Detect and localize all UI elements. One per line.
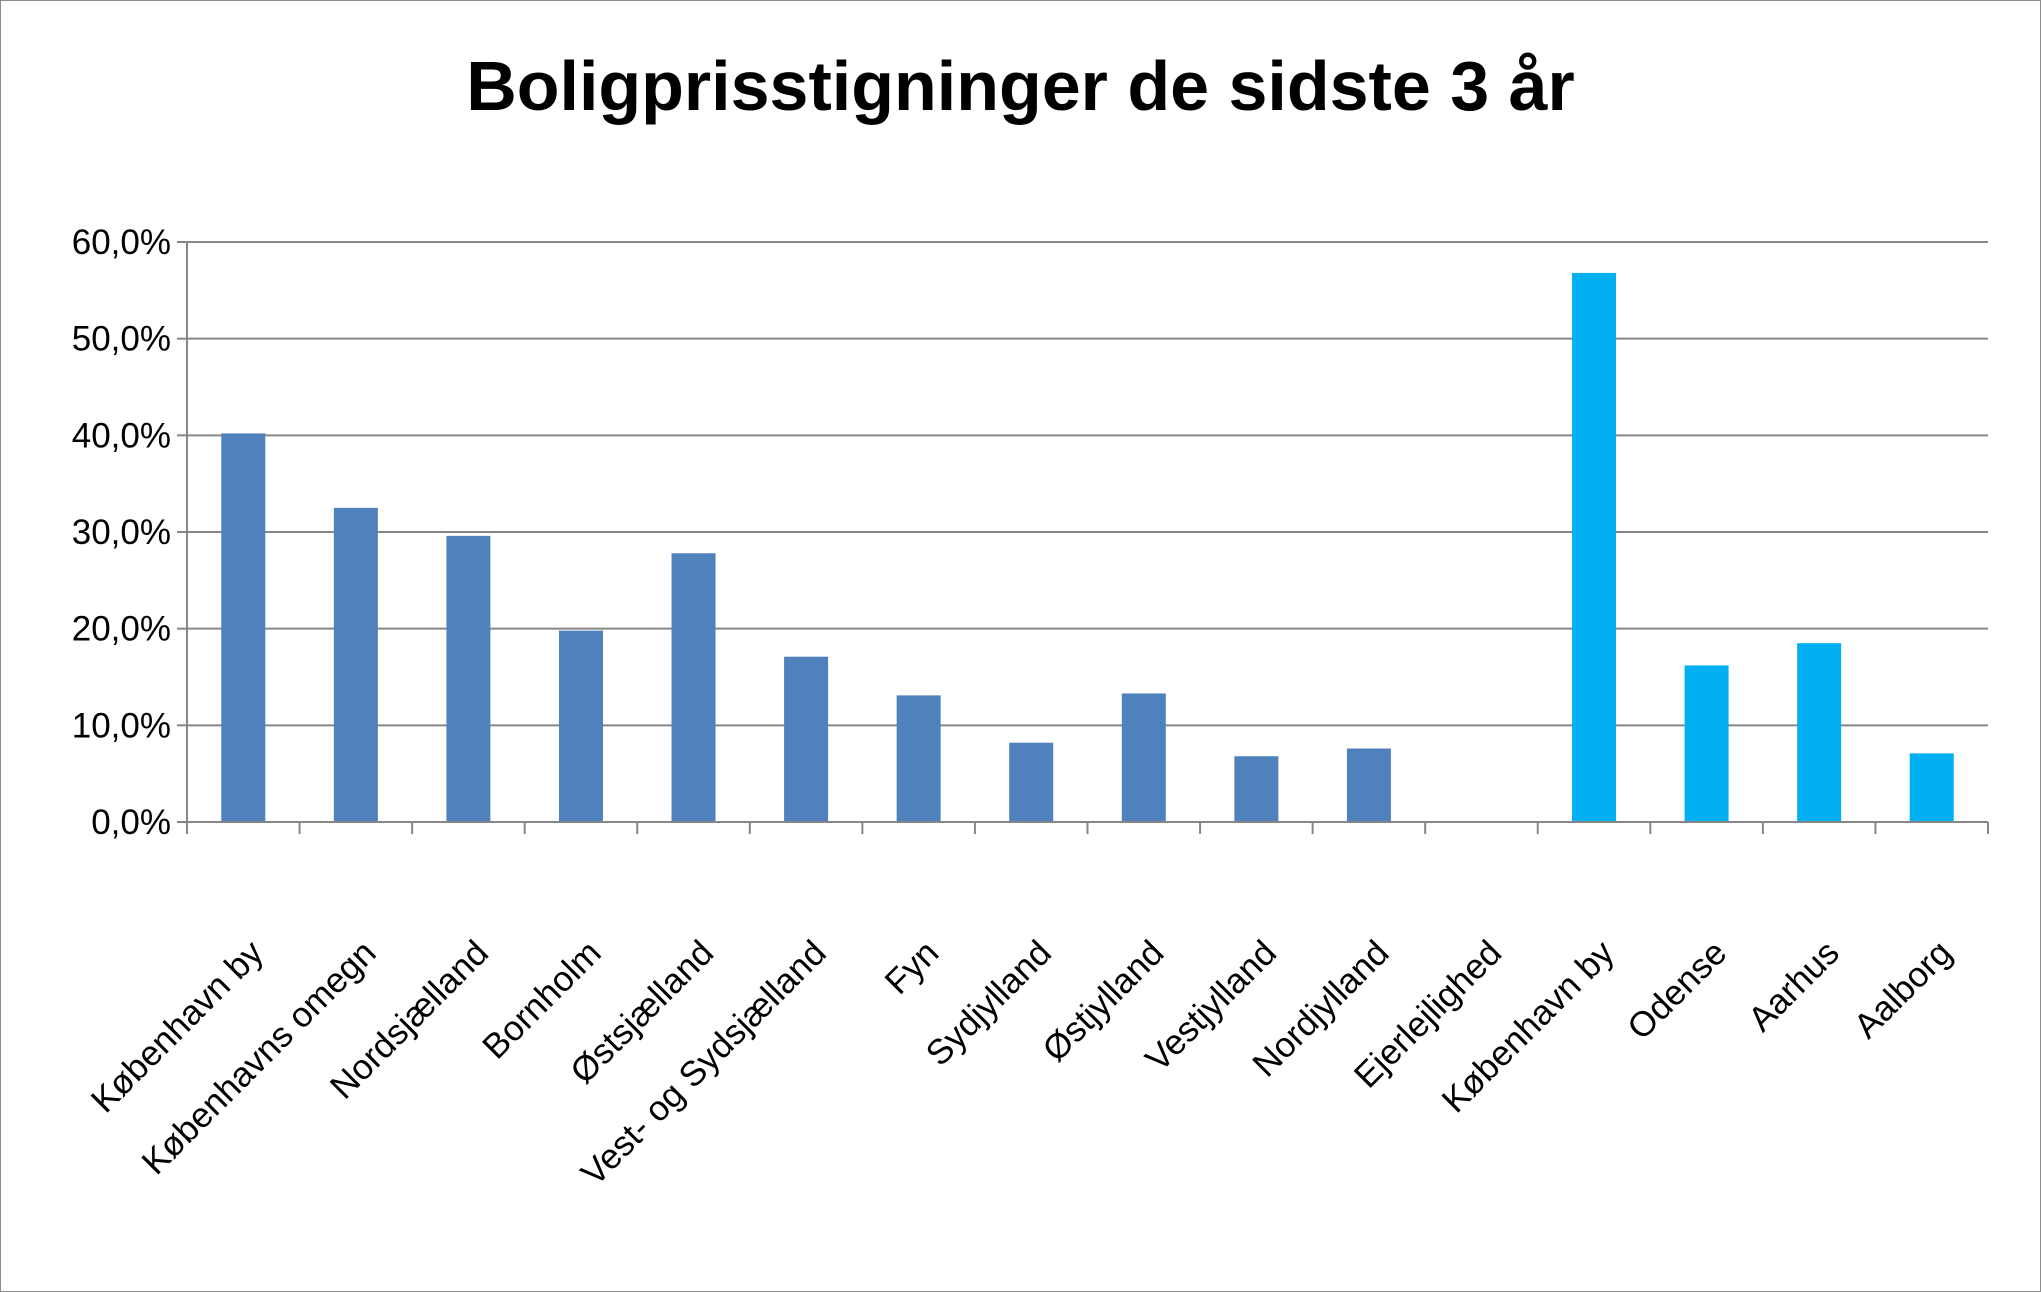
- x-category-label: Aarhus: [1741, 933, 1847, 1039]
- y-tick-label: 0,0%: [91, 803, 171, 842]
- x-category-label: Aalborg: [1846, 933, 1959, 1046]
- bar: [1121, 693, 1166, 822]
- y-tick-label: 30,0%: [72, 513, 171, 552]
- chart-title: Boligprisstigninger de sidste 3 år: [466, 47, 1575, 125]
- bar: [1572, 272, 1617, 822]
- bar: [1346, 748, 1391, 822]
- y-tick-label: 50,0%: [72, 320, 171, 359]
- bar: [1009, 742, 1054, 822]
- bar: [333, 507, 378, 822]
- bar: [558, 630, 603, 822]
- x-category-label: Fyn: [877, 933, 946, 1002]
- bar: [784, 656, 829, 822]
- bar: [1684, 665, 1729, 822]
- y-tick-labels: 0,0% 10,0% 20,0% 30,0% 40,0% 50,0% 60,0%: [72, 223, 171, 842]
- y-tick-label: 20,0%: [72, 610, 171, 649]
- bar: [671, 553, 716, 822]
- bar: [1909, 753, 1954, 822]
- y-tick-label: 60,0%: [72, 223, 171, 262]
- bars: [221, 272, 1954, 822]
- axes: [177, 241, 1989, 834]
- y-tick-label: 40,0%: [72, 416, 171, 455]
- bar: [896, 695, 941, 822]
- bar: [1234, 756, 1279, 822]
- bar: [446, 535, 491, 822]
- bar: [1797, 643, 1842, 822]
- bar: [221, 433, 266, 822]
- y-tick-label: 10,0%: [72, 706, 171, 745]
- x-category-label: Odense: [1620, 933, 1734, 1047]
